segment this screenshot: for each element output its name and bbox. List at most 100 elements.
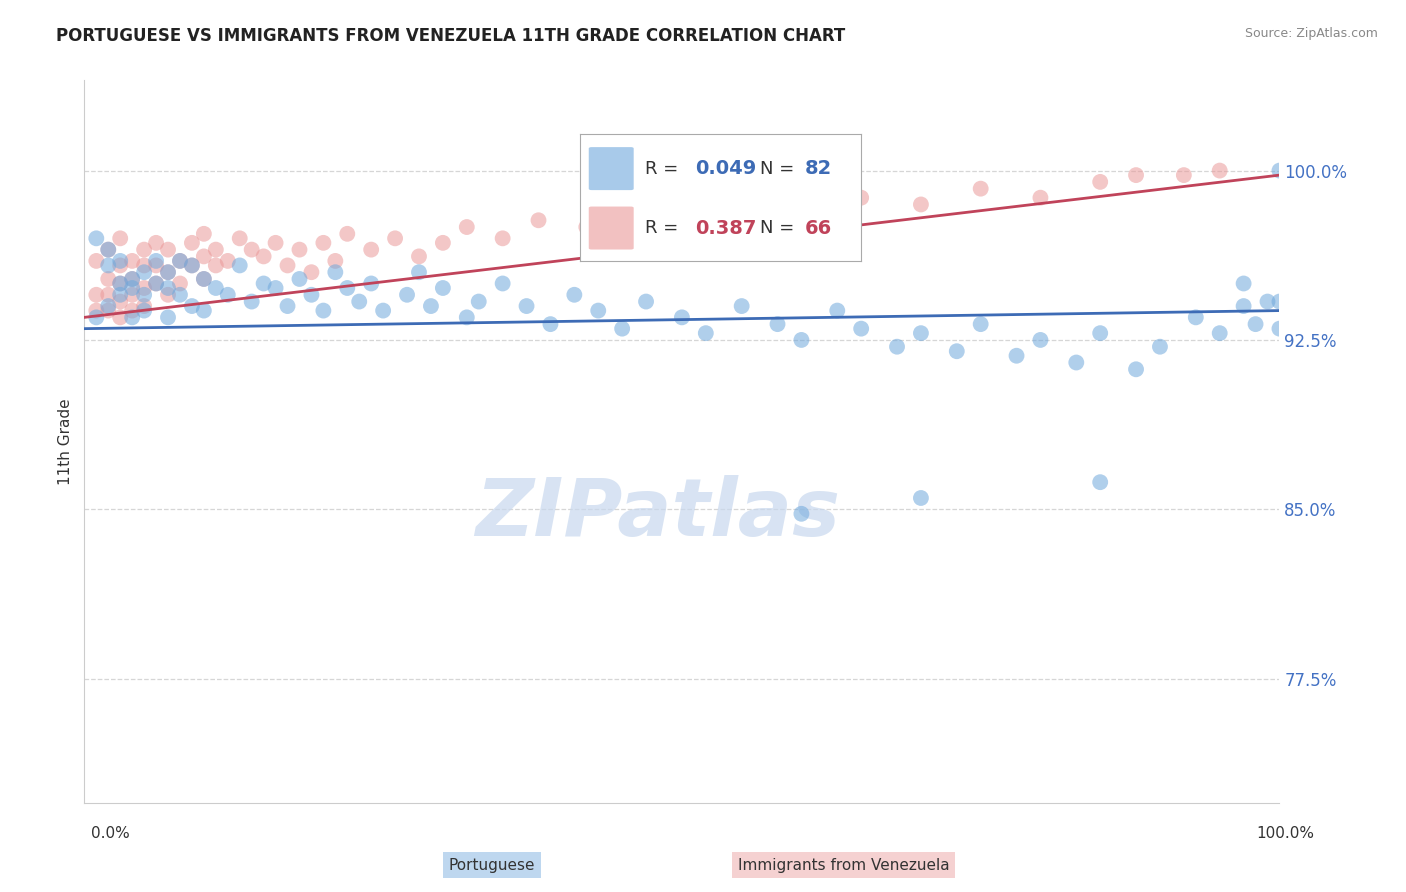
Point: [157, 310, 180, 325]
Point: [1090, 175, 1112, 189]
Point: [456, 310, 478, 325]
Point: [157, 265, 180, 279]
Point: [97, 243, 120, 257]
Point: [312, 303, 335, 318]
Point: [731, 299, 754, 313]
Point: [790, 333, 813, 347]
Point: [205, 243, 228, 257]
Point: [253, 277, 276, 291]
Point: [886, 340, 908, 354]
Point: [636, 294, 658, 309]
Point: [229, 259, 252, 273]
Point: [408, 249, 430, 263]
Point: [253, 249, 276, 263]
Point: [145, 277, 167, 291]
Point: [456, 220, 478, 235]
Point: [1090, 326, 1112, 340]
Point: [384, 231, 406, 245]
Point: [432, 281, 454, 295]
Point: [110, 231, 132, 245]
Point: [217, 253, 239, 268]
Point: [766, 317, 789, 331]
Point: [157, 287, 180, 301]
Point: [169, 277, 191, 291]
Point: [264, 281, 287, 295]
Point: [110, 253, 132, 268]
Point: [240, 294, 263, 309]
Point: [157, 281, 180, 295]
Point: [110, 277, 132, 291]
Point: [264, 235, 287, 250]
Point: [360, 243, 382, 257]
Text: ZIPatlas: ZIPatlas: [475, 475, 841, 553]
Point: [1209, 326, 1232, 340]
Point: [193, 272, 215, 286]
Text: Immigrants from Venezuela: Immigrants from Venezuela: [738, 858, 949, 872]
Point: [408, 265, 430, 279]
Point: [121, 272, 143, 286]
Point: [325, 253, 347, 268]
Point: [851, 191, 873, 205]
Text: Source: ZipAtlas.com: Source: ZipAtlas.com: [1244, 27, 1378, 40]
Point: [110, 294, 132, 309]
Point: [121, 310, 143, 325]
Point: [910, 326, 932, 340]
Point: [468, 294, 491, 309]
Point: [121, 281, 143, 295]
Point: [121, 287, 143, 301]
Point: [132, 303, 156, 318]
Point: [205, 281, 228, 295]
Point: [132, 281, 156, 295]
Point: [396, 287, 419, 301]
Point: [790, 507, 813, 521]
Point: [169, 253, 191, 268]
Point: [588, 303, 610, 318]
Point: [97, 272, 120, 286]
Point: [301, 265, 323, 279]
Point: [193, 249, 215, 263]
Point: [181, 299, 204, 313]
Point: [1173, 168, 1195, 182]
Point: [540, 317, 562, 331]
Point: [516, 299, 538, 313]
Point: [827, 303, 849, 318]
Y-axis label: 11th Grade: 11th Grade: [58, 398, 73, 485]
Text: PORTUGUESE VS IMMIGRANTS FROM VENEZUELA 11TH GRADE CORRELATION CHART: PORTUGUESE VS IMMIGRANTS FROM VENEZUELA …: [56, 27, 845, 45]
Point: [325, 265, 347, 279]
Point: [1125, 168, 1147, 182]
Point: [301, 287, 323, 301]
Point: [132, 299, 156, 313]
Point: [157, 243, 180, 257]
Point: [86, 303, 108, 318]
Point: [910, 491, 932, 505]
Point: [1185, 310, 1208, 325]
Point: [360, 277, 382, 291]
Point: [145, 253, 167, 268]
Text: Portuguese: Portuguese: [449, 858, 536, 872]
Point: [312, 235, 335, 250]
Point: [1209, 163, 1232, 178]
Point: [910, 197, 932, 211]
Point: [564, 287, 586, 301]
Point: [970, 181, 993, 195]
Point: [1005, 349, 1028, 363]
Point: [110, 259, 132, 273]
Point: [132, 287, 156, 301]
Point: [349, 294, 371, 309]
Point: [623, 204, 645, 219]
Point: [851, 321, 873, 335]
Point: [110, 310, 132, 325]
Point: [132, 243, 156, 257]
Point: [145, 235, 167, 250]
Point: [790, 204, 813, 219]
Point: [695, 326, 717, 340]
Point: [145, 277, 167, 291]
Point: [181, 235, 204, 250]
Point: [1029, 333, 1052, 347]
Point: [1066, 355, 1088, 369]
Point: [181, 259, 204, 273]
Text: 0.0%: 0.0%: [91, 827, 131, 841]
Point: [86, 231, 108, 245]
Point: [1149, 340, 1171, 354]
Point: [193, 303, 215, 318]
